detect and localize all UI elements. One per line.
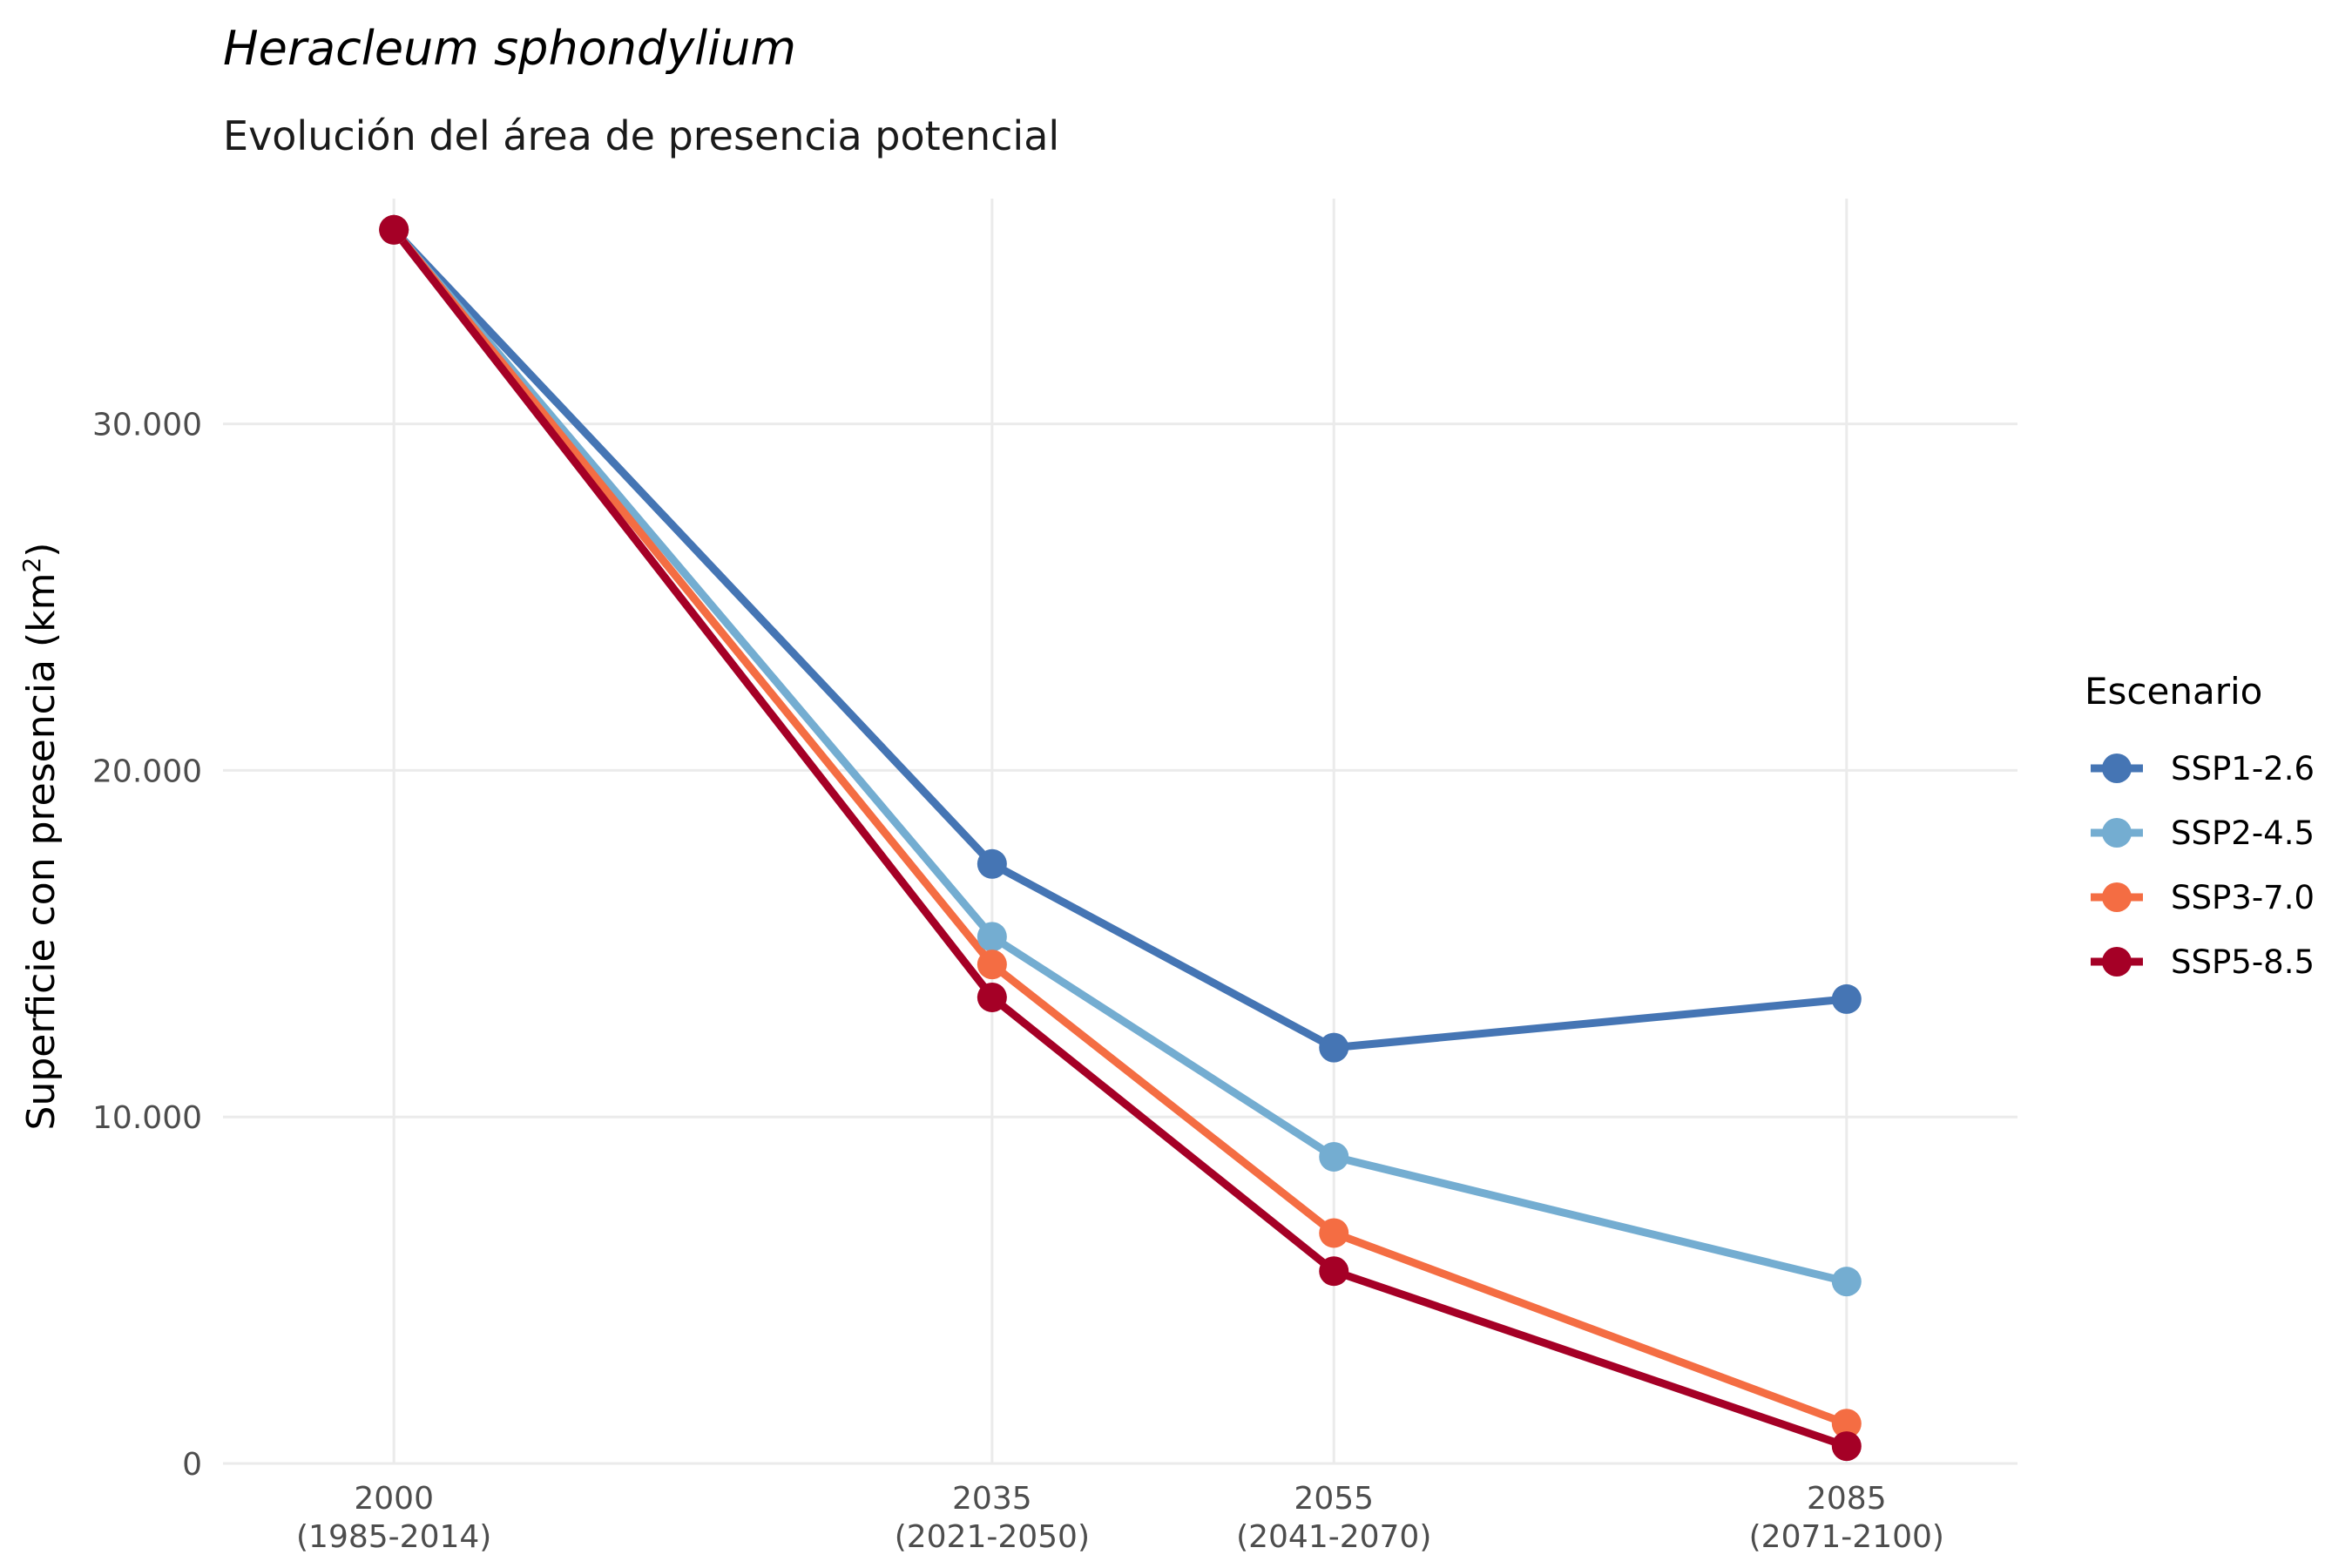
data-point-SSP1-2.6 xyxy=(1319,1032,1349,1063)
y-tick-label: 10.000 xyxy=(92,1100,202,1136)
legend-title: Escenario xyxy=(2085,670,2262,713)
legend-label: SSP3-7.0 xyxy=(2171,879,2315,916)
legend-key-point xyxy=(2102,882,2132,912)
svg-text:Superficie con presencia (km2): Superficie con presencia (km2) xyxy=(17,543,64,1131)
legend-label: SSP1-2.6 xyxy=(2171,750,2315,787)
y-axis-ticks: 0 10.000 20.000 30.000 xyxy=(92,408,202,1483)
data-point-SSP3-7.0 xyxy=(1831,1409,1862,1439)
legend-key-point xyxy=(2102,818,2132,848)
series-line-SSP3-7.0 xyxy=(389,226,1851,1428)
x-tick-label: (2041-2070) xyxy=(1236,1519,1431,1555)
data-point-SSP2-4.5 xyxy=(1319,1141,1349,1172)
y-axis-title-close: ) xyxy=(19,543,64,558)
series-layer xyxy=(379,214,1862,1462)
y-axis-title-main: Superficie con presencia (km xyxy=(19,573,64,1131)
data-point-SSP1-2.6 xyxy=(977,848,1007,879)
y-tick-label: 20.000 xyxy=(92,754,202,789)
data-point-SSP5-8.5 xyxy=(1831,1431,1862,1462)
chart-subtitle: Evolución del área de presencia potencia… xyxy=(223,112,1059,159)
grid-lines xyxy=(223,199,2017,1465)
y-tick-label: 30.000 xyxy=(92,408,202,443)
data-point-SSP3-7.0 xyxy=(977,950,1007,980)
data-point-SSP5-8.5 xyxy=(379,214,409,245)
data-point-SSP1-2.6 xyxy=(1831,983,1862,1014)
legend-key-point xyxy=(2102,947,2132,977)
y-axis-title-sup: 2 xyxy=(17,558,46,573)
legend-key-point xyxy=(2102,754,2132,783)
data-point-SSP3-7.0 xyxy=(1319,1218,1349,1248)
data-point-SSP2-4.5 xyxy=(1831,1267,1862,1297)
legend-label: SSP2-4.5 xyxy=(2171,814,2315,852)
x-tick-label: 2055 xyxy=(1294,1481,1374,1517)
x-tick-label: (1985-2014) xyxy=(296,1519,491,1555)
series-line-SSP2-4.5 xyxy=(389,226,1851,1286)
series-line-SSP1-2.6 xyxy=(389,226,1851,1052)
x-tick-label: (2021-2050) xyxy=(895,1519,1090,1555)
x-tick-label: 2000 xyxy=(354,1481,434,1517)
x-tick-label: (2071-2100) xyxy=(1749,1519,1944,1555)
series-line-SSP5-8.5 xyxy=(389,226,1851,1450)
legend-label: SSP5-8.5 xyxy=(2171,943,2315,981)
x-tick-label: 2085 xyxy=(1807,1481,1887,1517)
x-tick-label: 2035 xyxy=(952,1481,1032,1517)
chart-title: Heracleum sphondylium xyxy=(223,21,796,76)
legend-items: SSP1-2.6 SSP2-4.5 SSP3-7.0 SSP5-8.5 xyxy=(2091,750,2315,981)
data-point-SSP2-4.5 xyxy=(977,922,1007,952)
y-axis-title: Superficie con presencia (km2) xyxy=(17,543,64,1131)
y-tick-label: 0 xyxy=(182,1447,202,1483)
data-point-SSP5-8.5 xyxy=(1319,1256,1349,1287)
legend: Escenario SSP1-2.6 SSP2-4.5 SSP3-7.0 SSP5-8… xyxy=(2085,670,2315,981)
x-axis-ticks: 2000(1985-2014) 2035(2021-2050) 2055(2041-… xyxy=(296,1481,1944,1555)
data-point-SSP5-8.5 xyxy=(977,982,1007,1012)
